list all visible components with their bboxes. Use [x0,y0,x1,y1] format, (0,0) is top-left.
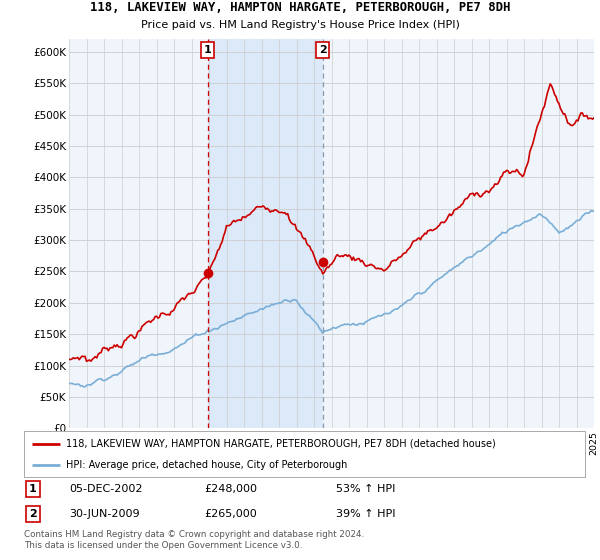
Text: £265,000: £265,000 [204,509,257,519]
Text: 118, LAKEVIEW WAY, HAMPTON HARGATE, PETERBOROUGH, PE7 8DH: 118, LAKEVIEW WAY, HAMPTON HARGATE, PETE… [90,1,510,14]
Text: £248,000: £248,000 [204,484,257,494]
Text: 53% ↑ HPI: 53% ↑ HPI [336,484,395,494]
Text: 118, LAKEVIEW WAY, HAMPTON HARGATE, PETERBOROUGH, PE7 8DH (detached house): 118, LAKEVIEW WAY, HAMPTON HARGATE, PETE… [66,438,496,449]
Text: 2: 2 [319,45,326,55]
Text: Contains HM Land Registry data © Crown copyright and database right 2024.: Contains HM Land Registry data © Crown c… [24,530,364,539]
Text: This data is licensed under the Open Government Licence v3.0.: This data is licensed under the Open Gov… [24,541,302,550]
Bar [208,39,323,428]
Text: 1: 1 [29,484,37,494]
Text: 1: 1 [204,45,211,55]
Text: 05-DEC-2002: 05-DEC-2002 [69,484,143,494]
Text: HPI: Average price, detached house, City of Peterborough: HPI: Average price, detached house, City… [66,460,347,470]
Text: 39% ↑ HPI: 39% ↑ HPI [336,509,395,519]
Text: 2: 2 [29,509,37,519]
Text: 30-JUN-2009: 30-JUN-2009 [69,509,140,519]
Text: Price paid vs. HM Land Registry's House Price Index (HPI): Price paid vs. HM Land Registry's House … [140,20,460,30]
